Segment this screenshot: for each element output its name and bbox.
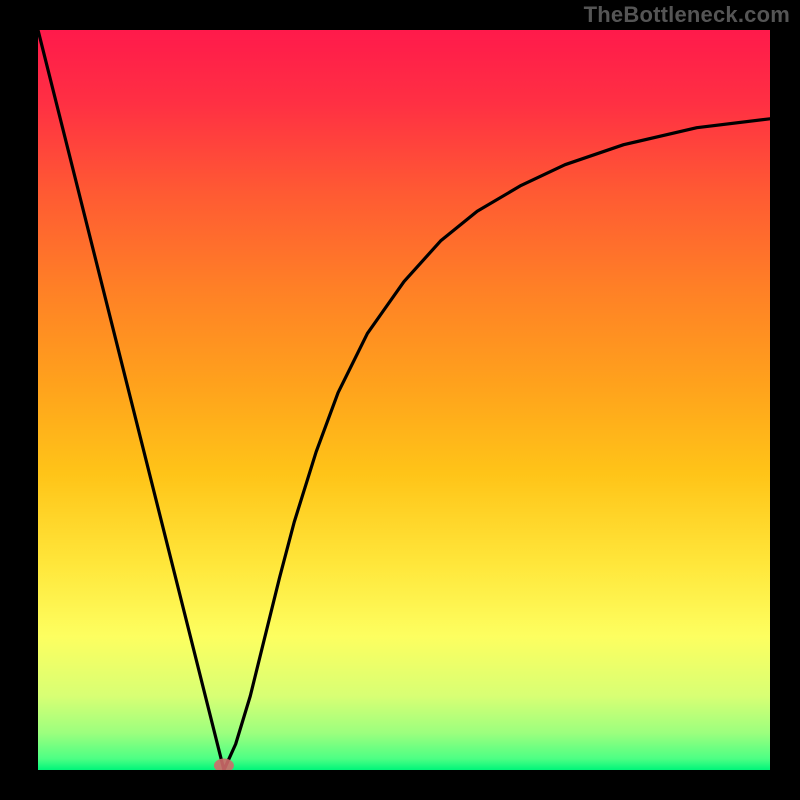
watermark-text: TheBottleneck.com	[584, 2, 790, 28]
plot-background	[38, 30, 770, 770]
chart-frame: TheBottleneck.com	[0, 0, 800, 800]
chart-svg	[38, 30, 770, 770]
